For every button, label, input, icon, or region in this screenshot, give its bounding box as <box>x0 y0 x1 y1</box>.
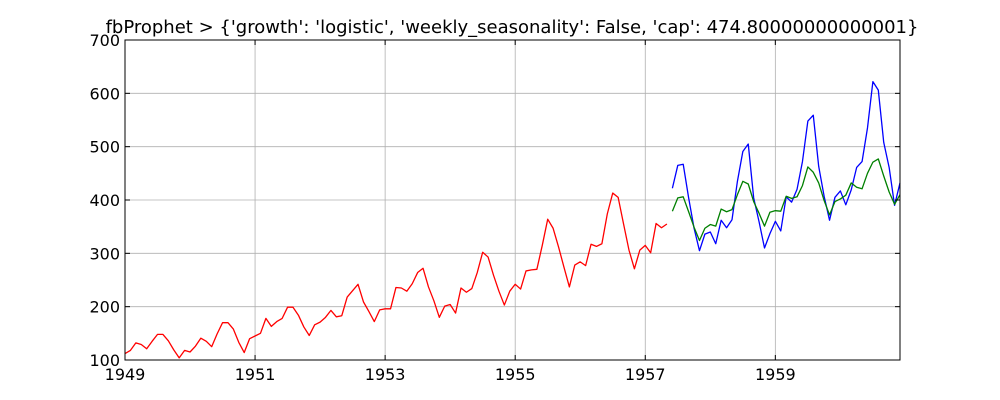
ticks <box>124 39 900 361</box>
x-tick-label: 1957 <box>625 365 666 384</box>
x-tick-label: 1959 <box>755 365 796 384</box>
chart-title: fbProphet > {'growth': 'logistic', 'week… <box>106 17 919 38</box>
grid <box>125 40 900 360</box>
x-tick-label: 1951 <box>235 365 276 384</box>
plot-series <box>124 80 901 359</box>
y-tick-label: 400 <box>89 191 120 210</box>
y-tick-label: 200 <box>89 298 120 317</box>
series-line-red <box>124 192 668 359</box>
y-tick-label: 600 <box>89 84 120 103</box>
tick-labels: 1949 1951 1953 1955 1957 1959 100 200 300 400 500 6… <box>89 31 795 384</box>
x-tick-label: 1955 <box>495 365 536 384</box>
series-line-blue <box>671 80 901 252</box>
series-line-green <box>671 158 901 242</box>
x-tick-label: 1949 <box>105 365 146 384</box>
y-tick-label: 100 <box>89 351 120 370</box>
y-tick-label: 300 <box>89 244 120 263</box>
y-tick-label: 700 <box>89 31 120 50</box>
y-tick-label: 500 <box>89 138 120 157</box>
x-tick-label: 1953 <box>365 365 406 384</box>
